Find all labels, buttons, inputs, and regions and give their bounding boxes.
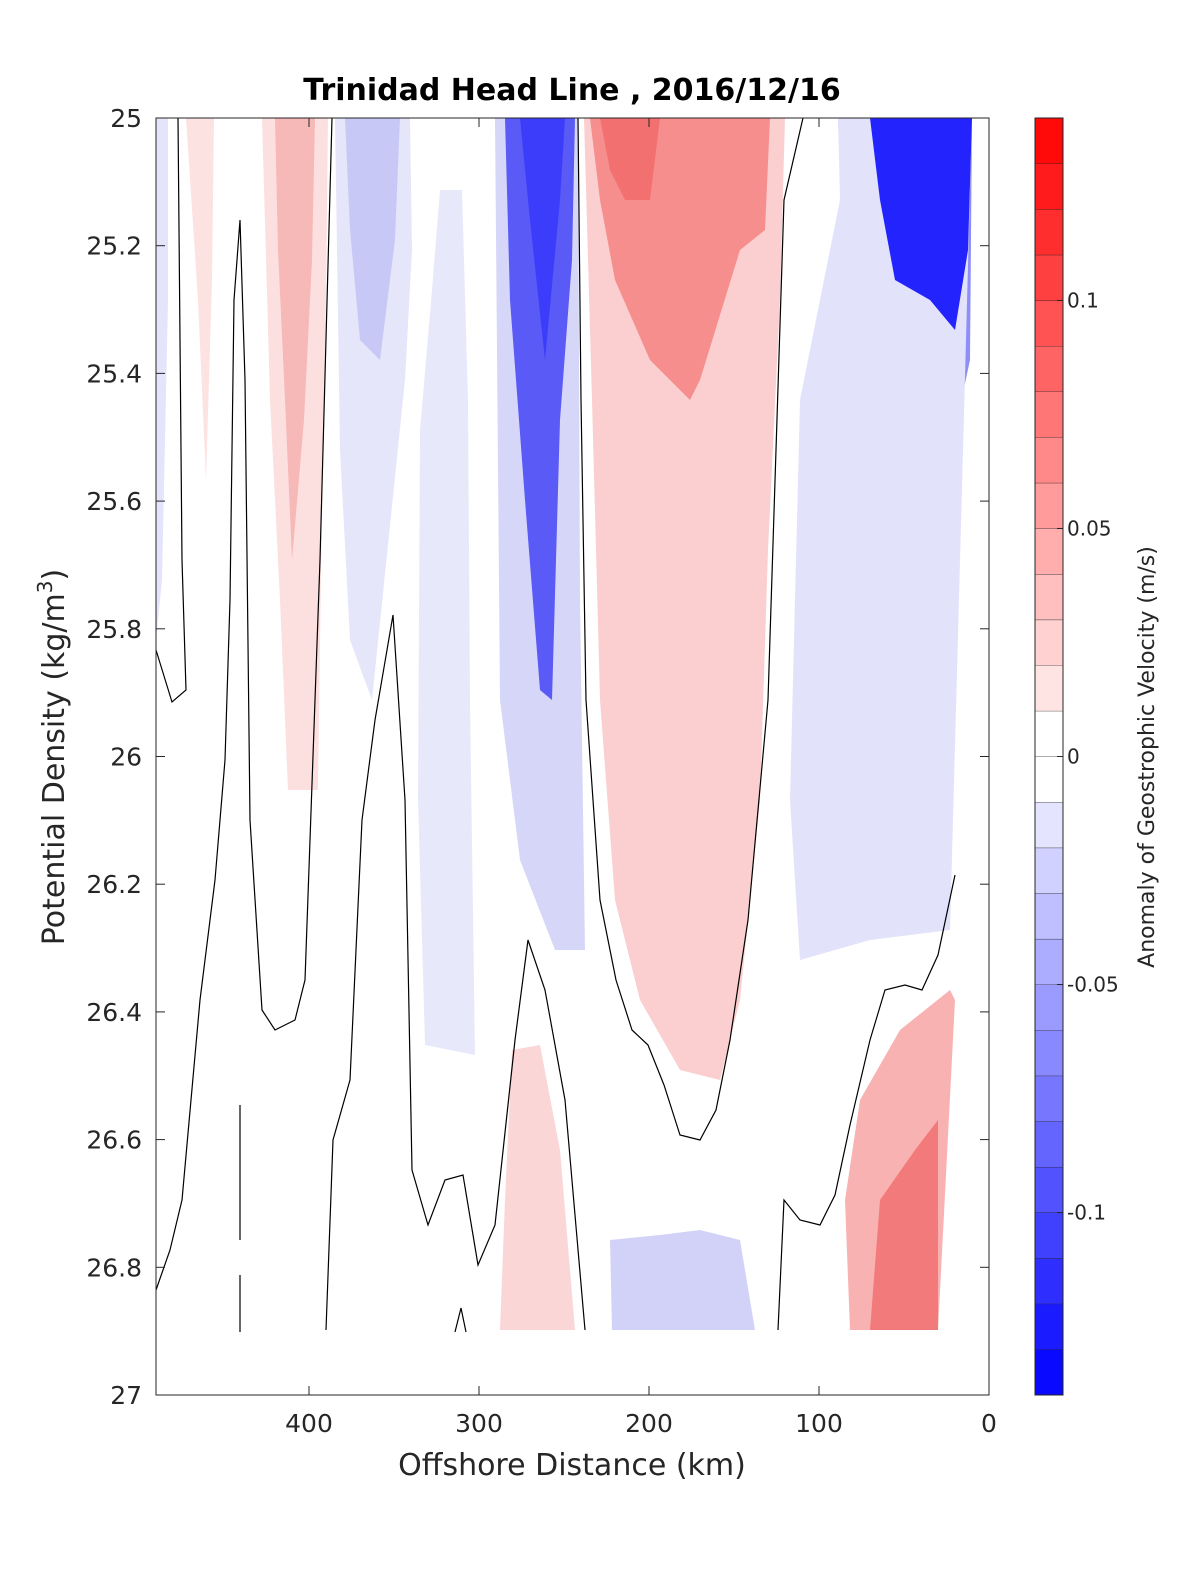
colorbar-tick-label: 0.1: [1067, 288, 1099, 312]
chart-title: Trinidad Head Line , 2016/12/16: [303, 73, 840, 108]
positive-anomaly-lower-band-265km: [500, 1045, 575, 1330]
positive-anomaly-band-460km: [186, 118, 214, 480]
y-axis-label-end: ): [37, 569, 72, 581]
y-tick-label: 25.2: [86, 232, 142, 261]
zero-contour-line: [233, 118, 333, 1031]
colorbar-level: [1035, 437, 1063, 483]
colorbar-level: [1035, 574, 1063, 620]
zero-contour-line: [454, 1307, 467, 1333]
y-tick-label: 26: [110, 743, 142, 772]
positive-anomaly-core-410km: [275, 118, 315, 560]
colorbar-level: [1035, 391, 1063, 438]
y-tick-label: 26.2: [86, 870, 142, 899]
colorbar-levels: [1035, 117, 1063, 1395]
zero-contour-line: [156, 118, 187, 704]
positive-anomaly-band-190km: [584, 118, 785, 1080]
x-tick-label: 0: [981, 1409, 997, 1438]
colorbar-tick-label: 0: [1067, 745, 1080, 769]
colorbar-level: [1035, 254, 1063, 301]
colorbar-level: [1035, 209, 1063, 255]
colorbar-level: [1035, 1166, 1063, 1213]
colorbar-level: [1035, 1349, 1063, 1395]
colorbar-level: [1035, 847, 1063, 894]
colorbar-level: [1035, 756, 1063, 803]
y-tick-label: 26.4: [86, 998, 142, 1027]
colorbar-level: [1035, 300, 1063, 347]
colorbar-level: [1035, 1258, 1063, 1304]
colorbar-level: [1035, 938, 1063, 985]
y-axis-label-main: Potential Density (kg/m: [37, 593, 72, 945]
x-tick-label: 100: [795, 1409, 843, 1438]
positive-anomaly-peak-220km: [600, 118, 660, 200]
colorbar-level: [1035, 1303, 1063, 1350]
colorbar-level: [1035, 984, 1063, 1031]
y-axis-label: Potential Density (kg/m3): [33, 569, 72, 945]
colorbar-tick-label: 0.05: [1067, 516, 1112, 540]
no-data-region: [156, 1332, 989, 1395]
x-tick-label: 200: [625, 1409, 673, 1438]
zero-contour-line: [577, 118, 804, 1141]
x-axis-label: Offshore Distance (km): [398, 1448, 746, 1483]
y-tick-label: 26.8: [86, 1253, 142, 1282]
x-axis: 400 300 200 100 0: [285, 118, 997, 1438]
negative-anomaly-core-360km: [345, 118, 400, 360]
y-tick-label: 25: [110, 104, 142, 133]
colorbar-label: Anomaly of Geostrophic Velocity (m/s): [1135, 546, 1160, 968]
negative-anomaly-band-310km: [418, 190, 475, 1055]
x-tick-label: 400: [285, 1409, 333, 1438]
colorbar-level: [1035, 1030, 1063, 1076]
zero-contour-line: [777, 874, 956, 1331]
colorbar-ticks: 0.1 0.05 0 -0.05 -0.1: [1057, 288, 1119, 1225]
colorbar-level: [1035, 482, 1063, 529]
colorbar-tick-label: -0.05: [1067, 973, 1119, 997]
colorbar-level: [1035, 1212, 1063, 1259]
colorbar-level: [1035, 893, 1063, 939]
zero-contour-line: [325, 614, 586, 1331]
colorbar-level: [1035, 710, 1063, 757]
negative-anomaly-core-265km: [505, 118, 575, 700]
y-tick-label: 25.4: [86, 359, 142, 388]
zero-contour-line: [156, 299, 235, 1291]
x-tick-label: 300: [455, 1409, 503, 1438]
y-tick-label: 26.6: [86, 1126, 142, 1155]
y-tick-label: 25.8: [86, 615, 142, 644]
negative-anomaly-peak-265km: [520, 118, 565, 360]
colorbar-tick-label: -0.1: [1067, 1201, 1106, 1225]
plot-area: 25 25.2 25.4 25.6 25.8 26 26.2 26.4 26.6 26.8 27 4…: [86, 104, 997, 1438]
colorbar-level: [1035, 802, 1063, 848]
colorbar-level: [1035, 1075, 1063, 1122]
anomaly-fields: [156, 118, 972, 1330]
negative-anomaly-nearshore-core: [870, 118, 972, 330]
colorbar-level: [1035, 665, 1063, 711]
colorbar-level: [1035, 1121, 1063, 1167]
y-tick-label: 25.6: [86, 487, 142, 516]
zero-contours: [156, 118, 956, 1333]
colorbar-level: [1035, 619, 1063, 666]
negative-anomaly-deep-180km: [610, 1230, 755, 1330]
colorbar: 0.1 0.05 0 -0.05 -0.1 Anomaly of Geostrophic…: [1034, 117, 1160, 1396]
negative-anomaly-nearshore-halo: [790, 118, 972, 960]
positive-anomaly-nearshore-deep-core: [870, 1120, 938, 1330]
colorbar-level: [1035, 528, 1063, 575]
colorbar-level: [1035, 118, 1063, 164]
colorbar-level: [1035, 163, 1063, 210]
y-axis-label-superscript: 3: [33, 580, 57, 593]
negative-anomaly-far-offshore: [156, 118, 168, 640]
y-tick-label: 27: [110, 1381, 142, 1410]
colorbar-level: [1035, 346, 1063, 392]
y-axis: 25 25.2 25.4 25.6 25.8 26 26.2 26.4 26.6 26.8 27: [86, 104, 989, 1410]
